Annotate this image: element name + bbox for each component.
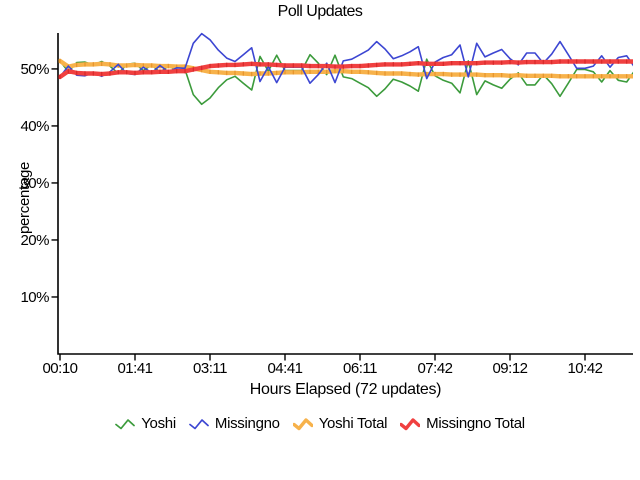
legend: Yoshi Missingno Yoshi Total Missingno Total xyxy=(0,415,640,432)
line-sample-icon xyxy=(115,418,136,429)
chart-title: Poll Updates xyxy=(277,3,363,20)
x-axis-title: Hours Elapsed (72 updates) xyxy=(249,381,442,398)
line-sample-icon xyxy=(400,417,421,430)
x-tick-label: 00:10 xyxy=(42,360,77,377)
x-tick-label: 04:41 xyxy=(267,360,302,377)
x-tick-label: 10:42 xyxy=(567,360,602,377)
axes xyxy=(57,33,633,355)
y-tick-label: 30% xyxy=(20,175,49,192)
series-line-missingno xyxy=(59,32,633,84)
y-tick-label: 20% xyxy=(20,232,49,249)
x-tick-label: 03:11 xyxy=(193,360,227,377)
line-sample-icon xyxy=(292,417,313,430)
series-line-missingno-total xyxy=(58,59,633,80)
series-layer xyxy=(58,32,633,106)
legend-label: Missingno Total xyxy=(426,415,525,432)
x-tick-label: 09:12 xyxy=(492,360,527,377)
x-tick-label: 01:41 xyxy=(117,360,152,377)
legend-item-missingno-total: Missingno Total xyxy=(400,415,525,432)
legend-item-yoshi: Yoshi xyxy=(115,415,176,432)
x-tick-label: 06:11 xyxy=(343,360,377,377)
x-tick-label: 07:42 xyxy=(417,360,452,377)
legend-label: Missingno xyxy=(214,415,280,432)
y-tick-label: 50% xyxy=(20,61,49,78)
y-tick-label: 10% xyxy=(20,289,49,306)
line-sample-icon xyxy=(189,418,209,429)
y-tick-label: 40% xyxy=(20,118,49,135)
legend-item-missingno: Missingno xyxy=(189,415,280,432)
legend-label: Yoshi Total xyxy=(318,415,388,432)
legend-item-yoshi-total: Yoshi Total xyxy=(292,415,388,432)
legend-label: Yoshi xyxy=(141,415,176,432)
